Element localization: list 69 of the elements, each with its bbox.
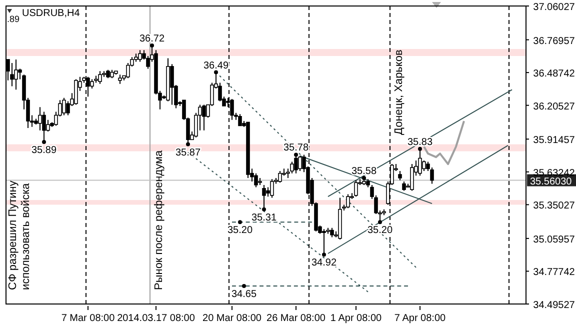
point [322,252,326,257]
data-label: 34.92 [311,258,337,269]
candlestick [402,180,406,192]
point [150,44,154,48]
ref-line-label: 35.56030 [530,176,572,188]
point [42,140,46,144]
point [242,284,246,288]
candlestick [398,170,402,181]
y-tick-label: 36.20527 [533,101,576,112]
candlestick [118,74,122,84]
candlestick [46,119,50,132]
y-tick-label: 36.76957 [533,36,576,47]
x-tick-label: 1 Apr 08:00 [330,313,382,324]
candlestick [254,172,258,188]
candlestick [238,114,242,126]
candlestick [74,78,78,106]
candlestick [170,64,174,106]
candlestick [270,178,274,198]
candlestick [262,184,266,210]
candlestick [62,97,66,116]
annotation: .89 [7,14,20,24]
candlestick [14,58,18,90]
x-tick-label: 7 Apr 08:00 [394,313,446,324]
data-label: 36.72 [139,34,165,45]
data-label: 36.49 [203,60,229,72]
y-tick-label: 36.48742 [533,68,576,80]
x-tick-label: 26 Mar 08:00 [266,313,326,324]
y-tick-label: 35.91457 [533,135,576,146]
y-tick-label: 35.05957 [533,234,576,246]
candlestick [138,50,142,62]
point [214,70,218,74]
point [262,207,266,212]
candlestick [422,160,426,172]
candlestick [90,78,94,90]
candlestick [418,148,422,176]
annotation: Рынок после референдума [153,149,165,290]
candlestick [10,62,14,87]
candlestick [346,194,350,209]
y-tick-label: 37.06027 [533,2,576,13]
data-label: 35.20 [227,225,253,236]
point [238,220,242,224]
chart-title: USDRUB,H4 [22,8,80,19]
candlestick [410,164,414,192]
x-tick-label: 2014.03.17 08:00 [117,313,196,324]
y-tick-label: 35.35027 [533,200,576,212]
candlestick [298,155,302,172]
candlestick [322,228,326,256]
y-tick-label: 34.77742 [533,267,576,278]
point [294,152,298,157]
data-label: 35.89 [31,144,57,156]
candlestick [98,70,102,84]
candlestick [278,170,282,184]
candlestick [42,111,46,142]
x-tick-label: 20 Mar 08:00 [202,313,262,324]
point [186,142,190,146]
candlestick [202,104,206,131]
x-tick-label: 7 Mar 08:00 [61,313,116,324]
annotation: СФ разрешил Путину использовать войска [7,180,32,290]
point [378,220,382,224]
data-label: 35.87 [175,147,201,158]
candlestick [354,180,358,198]
candlestick [38,106,42,131]
data-label: 35.78 [283,142,309,154]
data-label: 35.31 [251,212,277,224]
candlestick [330,227,334,238]
candlestick [294,154,298,174]
data-label: 34.65 [231,289,257,300]
annotation: Донецк, Харьков [393,50,405,135]
y-tick-label: 34.49527 [533,300,576,311]
